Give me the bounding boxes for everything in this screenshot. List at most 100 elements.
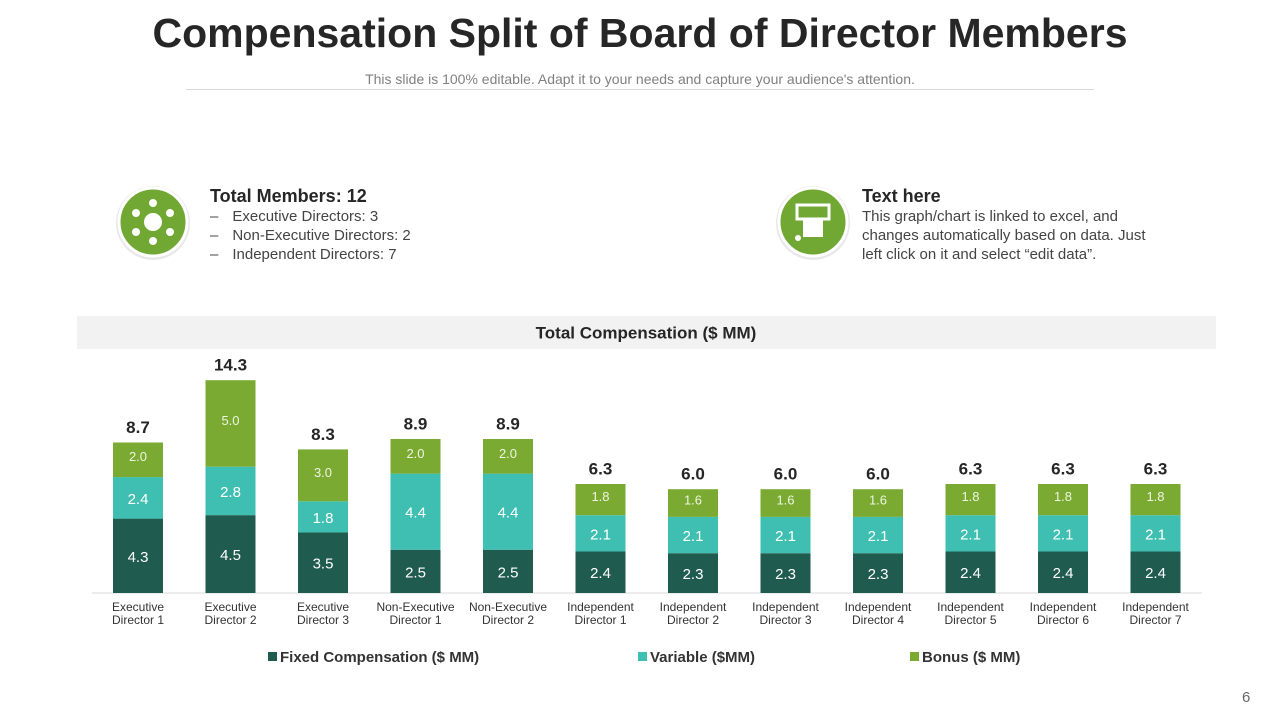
legend-label: Fixed Compensation ($ MM) [280, 649, 479, 666]
bar-segment [298, 449, 348, 502]
bar-segment [575, 551, 626, 593]
bar-segment [945, 484, 996, 516]
info-text: This graph/chart is linked to excel, and… [862, 208, 1146, 263]
bar-segment [575, 484, 626, 516]
data-label: 5.0 [221, 413, 239, 428]
bar-segment [853, 553, 903, 593]
total-label: 8.9 [404, 415, 428, 434]
info-item: – Independent Directors: 7 [210, 246, 397, 263]
bar-segment [668, 489, 718, 517]
data-label: 2.4 [128, 491, 149, 508]
data-label: 2.3 [775, 566, 796, 583]
chart-title: Total Compensation ($ MM) [536, 323, 757, 342]
info-item-text: Non-Executive Directors: 2 [232, 227, 411, 244]
total-label: 6.3 [1144, 459, 1168, 478]
bar-segment [1038, 515, 1088, 552]
data-label: 2.1 [1145, 526, 1166, 543]
data-label: 1.8 [1146, 489, 1164, 504]
data-label: 2.3 [683, 566, 704, 583]
bar-segment [298, 532, 348, 593]
data-label: 1.8 [313, 510, 334, 527]
x-tick-label: Executive Director 3 [296, 600, 350, 627]
chart-header [77, 316, 1216, 349]
data-label: 2.1 [960, 526, 981, 543]
data-label: 2.4 [590, 565, 611, 582]
bar-segment [853, 516, 903, 554]
bar-segment [390, 473, 441, 550]
legend-label: Bonus ($ MM) [922, 649, 1020, 666]
data-label: 2.1 [868, 528, 889, 545]
bar-segment [575, 515, 626, 552]
data-label: 4.3 [128, 549, 149, 566]
data-label: 2.8 [220, 484, 241, 501]
x-tick-label: Independent Director 5 [937, 600, 1004, 627]
total-label: 6.0 [774, 465, 798, 484]
data-label: 3.5 [313, 556, 334, 573]
data-label: 2.5 [498, 564, 519, 581]
data-label: 2.0 [499, 446, 517, 461]
total-label: 6.3 [959, 459, 983, 478]
info-item-text: Independent Directors: 7 [232, 246, 397, 263]
x-tick-label: Non-Executive Director 1 [376, 600, 455, 627]
info-item: – Executive Directors: 3 [210, 208, 379, 225]
data-label: 2.4 [960, 565, 981, 582]
info-title: Total Members: 12 [210, 186, 367, 206]
bar-segment [760, 553, 811, 593]
total-label: 8.3 [311, 425, 335, 444]
data-label: 1.6 [869, 492, 887, 507]
data-label: 2.3 [868, 566, 889, 583]
bar-segment [205, 466, 256, 516]
bar-segment [1130, 551, 1181, 593]
page-number: 6 [1242, 689, 1251, 706]
bar-segment [853, 489, 903, 517]
total-label: 6.3 [1051, 459, 1075, 478]
data-label: 2.1 [683, 528, 704, 545]
bar-segment [668, 516, 718, 554]
bar-segment [298, 501, 348, 533]
x-tick-label: Independent Director 6 [1029, 600, 1097, 627]
x-tick-label: Executive Director 1 [111, 600, 165, 627]
slide-title: Compensation Split of Board of Director … [152, 10, 1128, 56]
bar-segment [113, 518, 163, 593]
members-icon [116, 186, 190, 260]
bar-segment [1038, 484, 1088, 516]
data-label: 1.8 [1054, 489, 1072, 504]
info-list: – Executive Directors: 3 – Non-Executive Di… [210, 207, 411, 264]
money-icon [776, 186, 850, 260]
data-label: 2.0 [406, 446, 424, 461]
data-label: 4.4 [405, 505, 426, 522]
bar-segment [113, 442, 163, 478]
bar-segment [760, 516, 811, 554]
bar-segment [205, 380, 256, 467]
legend-swatch [638, 652, 647, 661]
data-label: 2.0 [129, 449, 147, 464]
bar-segment [390, 439, 441, 474]
total-label: 6.0 [866, 465, 890, 484]
bar-segment [205, 515, 256, 593]
x-tick-label: Executive Director 2 [204, 600, 257, 627]
bar-segment [113, 477, 163, 519]
bar-segment [760, 489, 811, 517]
bar-segment [668, 553, 718, 593]
bar-segment [483, 439, 533, 474]
data-label: 1.6 [776, 492, 794, 507]
data-label: 2.5 [405, 564, 426, 581]
bar-segment [1038, 551, 1088, 593]
data-label: 2.1 [590, 526, 611, 543]
bar-segment [1130, 515, 1181, 552]
total-label: 14.3 [214, 356, 247, 375]
total-label: 8.9 [496, 415, 520, 434]
data-label: 1.8 [961, 489, 979, 504]
data-label: 2.4 [1145, 565, 1166, 582]
x-tick-label: Independent Director 7 [1122, 600, 1189, 627]
total-label: 8.7 [126, 418, 150, 437]
x-tick-label: Independent Director 1 [567, 600, 634, 627]
data-label: 3.0 [314, 465, 332, 480]
data-label: 4.4 [498, 505, 519, 522]
info-item-text: Executive Directors: 3 [232, 208, 379, 225]
x-tick-label: Independent Director 2 [659, 600, 727, 627]
bar-segment [390, 549, 441, 593]
members-box: Total Members: 12 – Executive Directors: … [210, 186, 411, 264]
divider [186, 89, 1094, 90]
